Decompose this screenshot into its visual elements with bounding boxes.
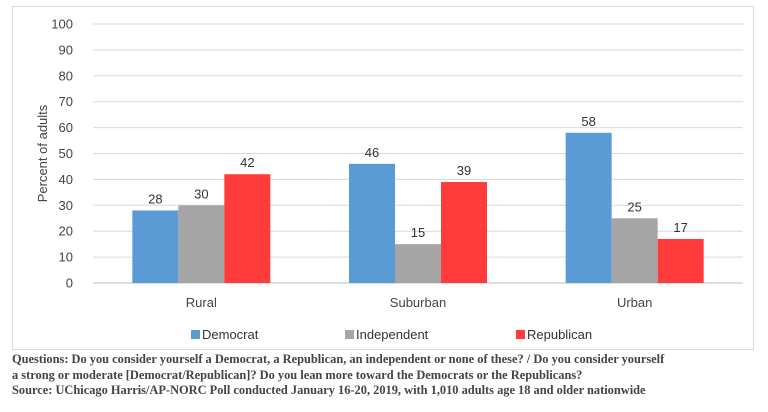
bar-democrat-rural [132,210,179,283]
legend-label: Republican [527,327,592,342]
y-tick-label: 10 [59,250,73,265]
bar-republican-rural [224,174,271,283]
x-category-label: Suburban [390,295,446,310]
y-tick-label: 0 [66,276,73,291]
bar-democrat-urban [565,132,612,283]
y-tick-label: 20 [59,224,73,239]
data-label: 25 [627,199,641,214]
data-label: 15 [411,225,425,240]
y-tick-label: 70 [59,94,73,109]
data-label: 39 [457,163,471,178]
data-label: 58 [581,114,595,129]
data-label: 28 [148,191,162,206]
y-tick-label: 90 [59,42,73,57]
source-line: Source: UChicago Harris/AP-NORC Poll con… [12,383,646,397]
bar-democrat-suburban [349,163,395,283]
y-axis-ticks: 0 10 20 30 40 50 60 70 80 90 100 [51,17,73,291]
bars [132,132,704,283]
x-axis-categories: Rural Suburban Urban [186,295,653,310]
questions-line-1: Questions: Do you consider yourself a De… [12,352,665,366]
y-axis-title: Percent of adults [35,104,50,202]
bar-republican-urban [657,238,704,283]
bar-independent-suburban [395,244,441,283]
data-label: 46 [365,145,379,160]
data-label: 30 [194,186,208,201]
data-label: 42 [240,155,254,170]
x-category-label: Rural [186,295,217,310]
y-tick-label: 100 [51,17,73,32]
bar-chart: 0 10 20 30 40 50 60 70 80 90 100 28 30 42 46 15 39 58 25 1… [35,17,743,342]
chart-frame: 0 10 20 30 40 50 60 70 80 90 100 28 30 42 46 15 39 58 25 1… [12,6,754,350]
questions-line-2: a strong or moderate [Democrat/Republica… [12,367,583,382]
data-label: 17 [673,220,687,235]
legend-swatch [191,330,200,339]
legend-swatch [345,330,354,339]
y-tick-label: 50 [59,146,73,161]
legend-label: Independent [356,327,429,342]
y-tick-label: 30 [59,198,73,213]
y-tick-label: 60 [59,120,73,135]
y-tick-label: 40 [59,172,73,187]
legend-label: Democrat [202,327,259,342]
bar-independent-urban [611,218,658,283]
y-tick-label: 80 [59,68,73,83]
footnotes: Questions: Do you consider yourself a De… [12,352,762,399]
bar-independent-rural [178,205,225,283]
legend-swatch [516,330,525,339]
x-category-label: Urban [617,295,652,310]
legend: Democrat Independent Republican [191,327,592,342]
bar-republican-suburban [441,181,487,283]
data-labels: 28 30 42 46 15 39 58 25 17 [148,114,688,240]
